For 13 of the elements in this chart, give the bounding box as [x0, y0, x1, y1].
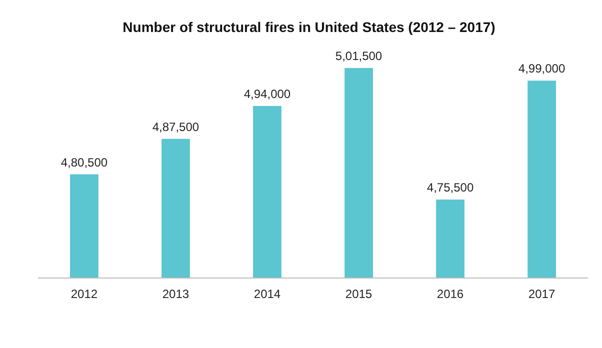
x-tick-label: 2016 — [436, 287, 464, 301]
x-tick-label: 2014 — [254, 287, 281, 301]
x-tick-label: 2017 — [528, 287, 556, 301]
x-tick-label: 2013 — [162, 287, 190, 301]
x-tick-label: 2015 — [345, 287, 372, 301]
chart-title: Number of structural fires in United States (2012 – 2017) — [122, 19, 496, 35]
data-label: 4,75,500 — [426, 180, 474, 195]
data-label: 5,01,500 — [335, 49, 382, 63]
data-label: 4,80,500 — [60, 155, 108, 170]
data-label: 4,94,000 — [244, 86, 291, 101]
x-tick-label: 2012 — [70, 287, 98, 301]
data-label: 4,99,000 — [518, 62, 566, 76]
data-label: 4,87,500 — [152, 120, 200, 134]
